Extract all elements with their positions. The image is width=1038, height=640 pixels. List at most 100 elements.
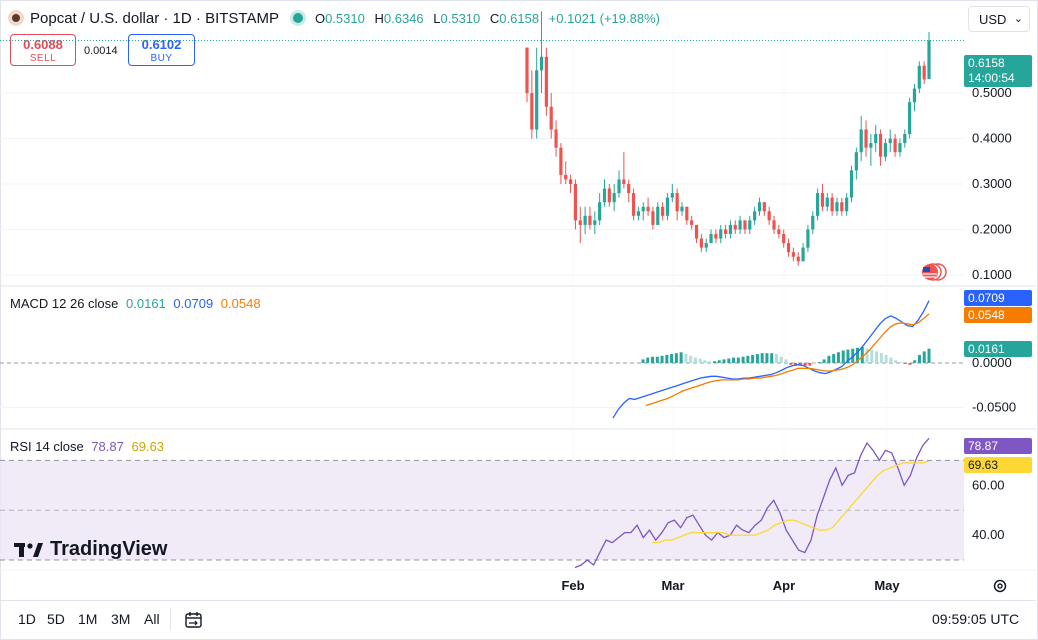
candle-body	[878, 134, 883, 157]
macd-histogram-bar	[879, 353, 883, 363]
macd-histogram-bar	[789, 362, 793, 365]
candle-body	[772, 220, 776, 230]
price-tick-label: 0.2000	[972, 221, 1012, 236]
candle-body	[612, 193, 616, 203]
symbol-title[interactable]: Popcat / U.S. dollar · 1D · BITSTAMP	[30, 9, 279, 27]
macd-histogram-bar	[641, 359, 645, 363]
price-tick-label: 0.5000	[972, 85, 1012, 100]
macd-title[interactable]: MACD 12 26 close	[10, 296, 119, 311]
candle-body	[743, 220, 747, 230]
timeframe-3m[interactable]: 3M	[111, 611, 131, 627]
rsi-tick-label: 40.00	[972, 527, 1005, 542]
macd-histogram-bar	[827, 355, 831, 363]
low-value: 0.5310	[440, 10, 481, 26]
utc-clock[interactable]: 09:59:05 UTC	[932, 611, 1020, 627]
macd-histogram-bar	[708, 361, 712, 363]
candle-body	[699, 238, 703, 248]
candle-body	[549, 106, 553, 130]
gear-icon[interactable]	[991, 577, 1009, 595]
rsi-title[interactable]: RSI 14 close	[10, 439, 84, 454]
macd-histogram-bar	[746, 355, 750, 363]
rsi-axis-label: 78.87	[964, 438, 1032, 454]
low-key: L	[433, 10, 441, 26]
macd-histogram-bar	[927, 348, 931, 363]
macd-histogram-bar	[693, 357, 697, 363]
currency-select[interactable]: USD ⌄	[968, 6, 1030, 32]
macd-histogram-bar	[713, 361, 716, 363]
timeframe-1m[interactable]: 1M	[78, 611, 98, 627]
candle-body	[723, 229, 728, 234]
macd-histogram-bar	[751, 354, 755, 363]
symbol-header: Popcat / U.S. dollar · 1D · BITSTAMP O0.…	[8, 8, 666, 28]
macd-tick-label: 0.0000	[972, 355, 1012, 370]
high-key: H	[374, 10, 384, 26]
candle-body	[685, 206, 689, 221]
candle-body	[714, 234, 718, 239]
candle-body	[757, 202, 762, 212]
macd-histogram-bar	[894, 360, 898, 363]
candle-body	[525, 47, 529, 94]
candle-body	[782, 234, 786, 244]
macd-histogram-bar	[741, 356, 745, 363]
macd-line-value: 0.0709	[173, 296, 214, 311]
candle-body	[893, 138, 897, 153]
candle-body	[656, 206, 660, 225]
candle-body	[530, 93, 534, 130]
candle-body	[898, 143, 902, 153]
candle-body	[690, 220, 694, 225]
macd-signal-line	[645, 313, 930, 407]
candle-body	[578, 220, 582, 225]
candle-body	[602, 188, 607, 203]
macd-histogram-bar	[727, 358, 731, 363]
candle-body	[816, 193, 820, 216]
candle-body	[535, 70, 539, 130]
open-value: 0.5310	[325, 10, 365, 26]
macd-histogram-bar	[779, 356, 783, 363]
macd-histogram-bar	[870, 349, 874, 363]
candle-body	[719, 229, 723, 239]
timeframe-1d[interactable]: 1D	[18, 611, 36, 627]
rsi-legend: RSI 14 close 78.87 69.63	[10, 439, 164, 454]
macd-histogram-bar	[913, 360, 917, 363]
tradingview-logo[interactable]: TradingView	[14, 538, 167, 561]
macd-histogram-bar	[808, 362, 812, 366]
change-value: +0.1021 (+19.88%)	[548, 10, 660, 26]
rsi-ma-value: 69.63	[131, 439, 165, 454]
macd-tick-label: -0.0500	[972, 399, 1016, 414]
timeframe-5d[interactable]: 5D	[47, 611, 65, 627]
macd-histogram-bar	[679, 352, 683, 363]
currency-value: USD	[979, 11, 1007, 27]
candle-body	[554, 129, 558, 148]
macd-histogram-bar	[674, 353, 678, 363]
candle-body	[646, 206, 650, 212]
candle-body	[883, 143, 888, 157]
candle-body	[825, 197, 829, 207]
candle-body	[564, 174, 568, 180]
chevron-down-icon: ⌄	[1013, 13, 1023, 25]
candle-body	[748, 220, 752, 230]
candle-body	[694, 224, 699, 239]
macd-histogram-bar	[836, 352, 840, 363]
brand-name: TradingView	[50, 538, 168, 560]
macd-histogram-bar	[889, 357, 893, 363]
macd-histogram-bar	[817, 362, 821, 364]
calendar-range-icon[interactable]	[184, 610, 204, 630]
candle-body	[888, 138, 892, 144]
candle-body	[806, 229, 810, 248]
macd-histogram-bar	[660, 355, 664, 363]
rsi-ma-axis-label: 69.63	[964, 457, 1032, 473]
macd-histogram-bar	[646, 357, 650, 363]
chart-canvas[interactable]: 0.1000 0.2000 0.3000 0.4000 0.5000 0.0000 -0.…	[0, 0, 1038, 600]
candle-body	[917, 65, 921, 89]
candle-body	[568, 179, 573, 184]
macd-histogram-bar	[722, 359, 726, 363]
macd-histogram-bar	[832, 354, 836, 363]
candle-body	[617, 179, 621, 194]
macd-histogram-bar	[846, 349, 850, 363]
macd-histogram-bar	[665, 354, 669, 363]
candle-body	[869, 143, 873, 148]
signal-axis-label: 0.0548	[964, 307, 1032, 323]
candle-body	[631, 193, 636, 216]
timeframe-all[interactable]: All	[144, 611, 160, 627]
open-key: O	[314, 10, 326, 26]
